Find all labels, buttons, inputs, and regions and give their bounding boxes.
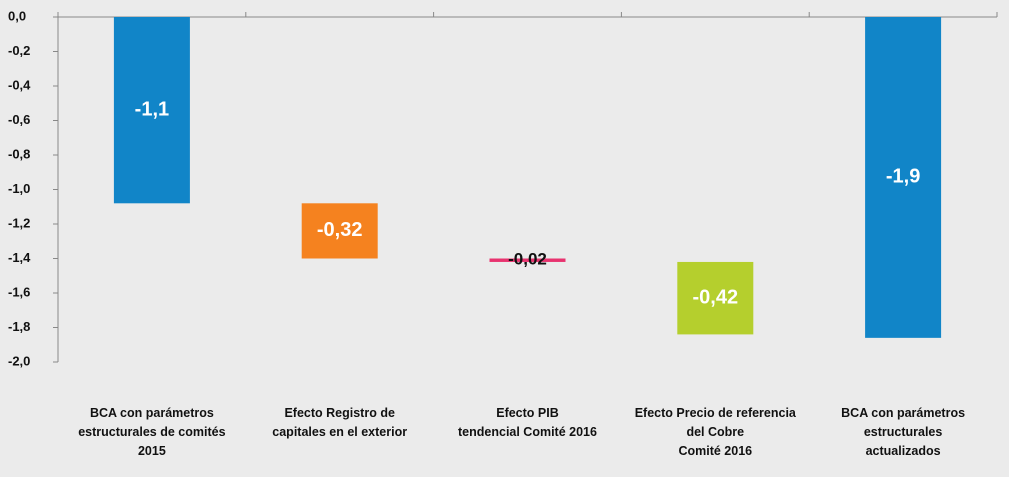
y-tick-label: -1,2	[8, 215, 30, 230]
x-tick-label: Efecto Precio de referencia del Cobre Co…	[634, 406, 796, 458]
y-tick-label: -0,6	[8, 112, 30, 127]
y-tick-label: -1,6	[8, 284, 30, 299]
bar	[677, 261, 754, 335]
y-tick-label: -2,0	[8, 353, 30, 368]
x-tick-label: Efecto PIB tendencial Comité 2016	[458, 406, 597, 439]
x-tick-label: BCA con parámetros estructurales actuali…	[841, 406, 966, 458]
bar	[301, 203, 378, 259]
value-label: -0,32	[317, 219, 363, 241]
bar	[113, 17, 190, 204]
y-tick-label: 0,0	[8, 8, 26, 23]
value-label: -1,9	[886, 166, 920, 188]
y-tick-label: -1,0	[8, 181, 30, 196]
y-tick-label: -0,2	[8, 43, 30, 58]
value-label: -0,02	[508, 250, 547, 269]
y-tick-label: -1,4	[8, 250, 31, 265]
bar	[489, 258, 566, 262]
value-label: -0,42	[693, 286, 739, 308]
y-tick-label: -1,8	[8, 319, 30, 334]
x-tick-label: BCA con parámetros estructurales de comi…	[78, 406, 226, 458]
x-tick-label: Efecto Registro de capitales en el exter…	[272, 406, 408, 439]
value-label: -1,1	[135, 98, 169, 120]
y-tick-label: -0,8	[8, 146, 30, 161]
bar	[865, 17, 942, 338]
y-tick-label: -0,4	[8, 77, 31, 92]
